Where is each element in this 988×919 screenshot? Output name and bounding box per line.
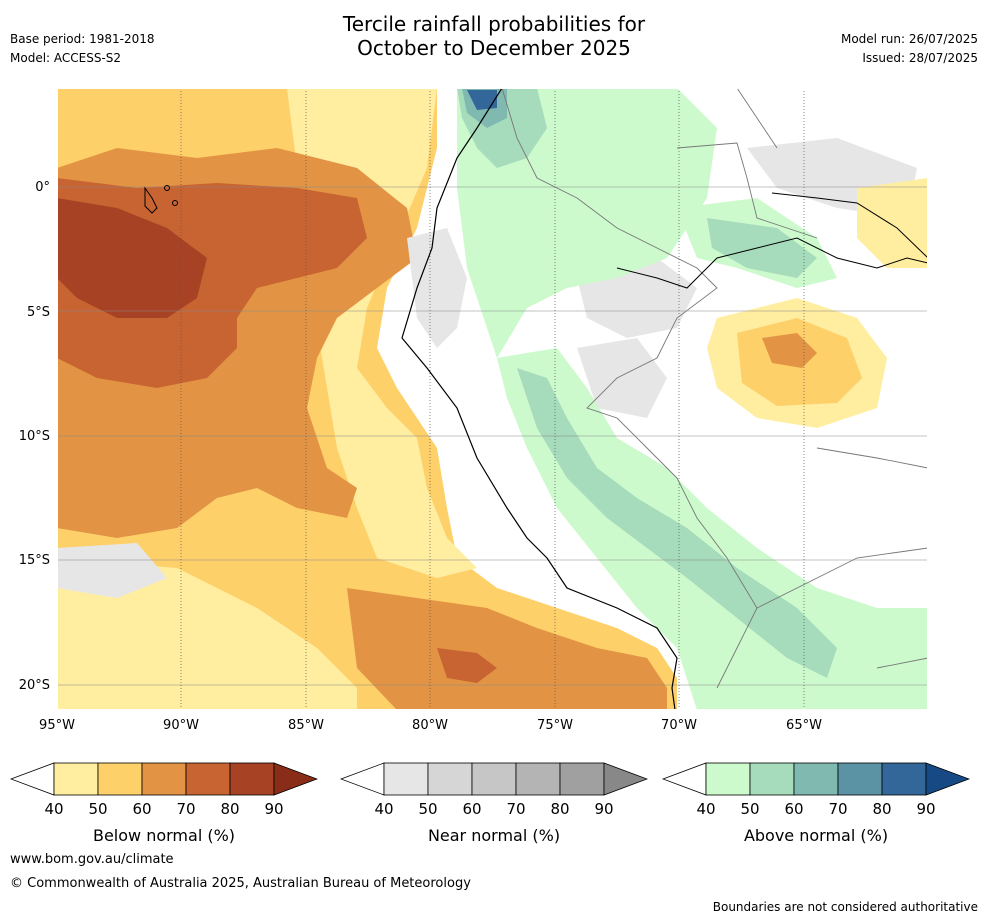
colorbar-near-tick-90: 90: [594, 800, 614, 818]
coastline: [401, 88, 678, 710]
colorbar-above-swatch-70: [837, 762, 883, 796]
model-text: Model: ACCESS-S2: [10, 51, 122, 65]
colorbar-above-swatch-60: [793, 762, 839, 796]
colorbar-near-tick-40: 40: [374, 800, 394, 818]
colorbar-below-tick-50: 50: [88, 800, 108, 818]
colorbar-above-tick-40: 40: [696, 800, 716, 818]
river-north: [771, 192, 928, 259]
colorbar-above-tick-50: 50: [740, 800, 760, 818]
colorbar-near-tick-50: 50: [418, 800, 438, 818]
colorbar-below-tick-60: 60: [132, 800, 152, 818]
near-normal-region-1: [407, 228, 467, 348]
lat-label-10s: 10°S: [18, 429, 50, 444]
model-run-text: Model run: 26/07/2025: [840, 32, 978, 46]
lat-label-15s: 15°S: [18, 553, 50, 568]
below-normal-80-region: [57, 198, 207, 318]
colorbar-below-tick-40: 40: [44, 800, 64, 818]
footer-url[interactable]: www.bom.gov.au/climate: [10, 852, 174, 867]
colorbar-above-tick-80: 80: [872, 800, 892, 818]
colorbar-below-swatch-70: [185, 762, 231, 796]
near-normal-region-3: [577, 338, 667, 418]
footer-disclaimer: Boundaries are not considered authoritat…: [712, 900, 978, 914]
title-line-1: Tercile rainfall probabilities for: [342, 12, 646, 36]
colorbar-near-swatch-80: [559, 762, 605, 796]
colorbar-below-swatch-80: [229, 762, 275, 796]
lon-label-75w: 75°W: [537, 718, 573, 733]
base-period-text: Base period: 1981-2018: [10, 32, 155, 46]
colorbar-below-label: Below normal (%): [92, 826, 236, 845]
lon-label-65w: 65°W: [786, 718, 822, 733]
above-normal-region-central: [497, 348, 928, 710]
colorbar-above-tick-60: 60: [784, 800, 804, 818]
title-line-2: October to December 2025: [357, 36, 631, 60]
map-title: Tercile rainfall probabilities for Octob…: [0, 12, 988, 60]
lat-label-0: 0°: [35, 180, 50, 195]
colorbar-above-swatch-40: [705, 762, 751, 796]
footer-copyright: © Commonwealth of Australia 2025, Austra…: [10, 876, 471, 891]
below-normal-south-70: [437, 648, 497, 683]
colorbar-near-upper-extend: [603, 762, 648, 796]
galapagos-islands: [144, 185, 178, 214]
below-normal-region-ne: [857, 178, 928, 268]
graticule: [57, 186, 928, 686]
amazon-river: [616, 237, 928, 289]
below-normal-region-inland-60: [762, 333, 817, 368]
colorbar-near-tick-80: 80: [550, 800, 570, 818]
lon-label-70w: 70°W: [661, 718, 697, 733]
colorbar-above-lower-extend: [662, 762, 707, 796]
colorbar-above-swatch-80: [881, 762, 927, 796]
lon-label-85w: 85°W: [288, 718, 324, 733]
colorbar-above-swatch-50: [749, 762, 795, 796]
colorbar-below-swatches: [10, 762, 318, 796]
colorbar-above-upper-extend: [925, 762, 970, 796]
colorbar-near-lower-extend: [340, 762, 385, 796]
lon-label-95w: 95°W: [39, 718, 75, 733]
colorbar-near-label: Near normal (%): [427, 826, 561, 845]
colorbar-near-normal: [340, 762, 648, 796]
below-normal-south-60: [347, 588, 667, 710]
colorbar-above-label: Above normal (%): [743, 826, 889, 845]
colorbar-below-normal: [10, 762, 318, 796]
map-canvas: [57, 88, 928, 710]
colorbar-below-lower-extend: [10, 762, 55, 796]
colorbar-near-swatch-50: [427, 762, 473, 796]
above-normal-north-80: [467, 90, 497, 110]
rainfall-map: [57, 88, 928, 710]
colorbar-near-swatch-60: [471, 762, 517, 796]
above-normal-east-60: [707, 218, 817, 278]
lat-label-5s: 5°S: [26, 305, 50, 320]
colorbar-above-tick-90: 90: [916, 800, 936, 818]
lat-label-20s: 20°S: [18, 678, 50, 693]
colorbar-above-swatches: [662, 762, 970, 796]
colorbar-below-tick-70: 70: [176, 800, 196, 818]
colorbar-below-tick-90: 90: [264, 800, 284, 818]
above-normal-60-band: [517, 368, 837, 678]
colorbar-above-normal: [662, 762, 970, 796]
colorbar-below-swatch-60: [141, 762, 187, 796]
colorbar-below-swatch-50: [97, 762, 143, 796]
colorbar-near-swatch-40: [383, 762, 429, 796]
lon-label-90w: 90°W: [163, 718, 199, 733]
colorbar-near-tick-70: 70: [506, 800, 526, 818]
colorbar-near-tick-60: 60: [462, 800, 482, 818]
colorbar-below-upper-extend: [273, 762, 318, 796]
colorbar-above-tick-70: 70: [828, 800, 848, 818]
near-normal-region-5: [57, 543, 167, 598]
colorbar-below-swatch-40: [53, 762, 99, 796]
colorbar-near-swatches: [340, 762, 648, 796]
below-normal-40-band-south: [57, 558, 357, 710]
colorbar-below-tick-80: 80: [220, 800, 240, 818]
country-borders: [501, 88, 928, 689]
lon-label-80w: 80°W: [412, 718, 448, 733]
issued-text: Issued: 28/07/2025: [862, 51, 978, 65]
colorbar-near-swatch-70: [515, 762, 561, 796]
